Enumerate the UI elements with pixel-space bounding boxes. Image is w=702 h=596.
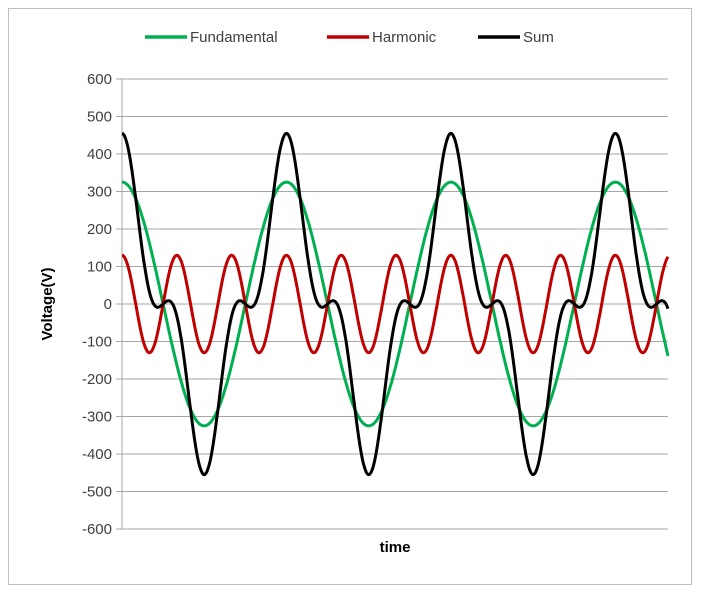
series-line-fundamental <box>121 180 670 428</box>
y-tick-label: -100 <box>82 334 112 351</box>
y-tick-label: -600 <box>82 521 112 538</box>
y-tick-label: -500 <box>82 484 112 501</box>
y-tick-label: 500 <box>87 109 112 126</box>
y-tick-label: 300 <box>87 184 112 201</box>
y-tick-label: 200 <box>87 221 112 238</box>
legend-label: Harmonic <box>372 29 437 46</box>
series-line-sum <box>121 131 670 477</box>
y-tick-label: 400 <box>87 146 112 163</box>
y-axis-label: Voltage(V) <box>39 267 56 340</box>
y-tick-label: -200 <box>82 371 112 388</box>
series-line-harmonic <box>121 253 670 355</box>
legend-label: Sum <box>523 29 554 46</box>
legend-label: Fundamental <box>190 29 278 46</box>
y-tick-label: 600 <box>87 71 112 88</box>
x-axis-label: time <box>380 539 411 556</box>
chart-frame <box>8 8 692 585</box>
y-tick-label: -400 <box>82 446 112 463</box>
y-tick-label: 100 <box>87 259 112 276</box>
y-tick-label: -300 <box>82 409 112 426</box>
y-tick-label: 0 <box>104 296 112 313</box>
